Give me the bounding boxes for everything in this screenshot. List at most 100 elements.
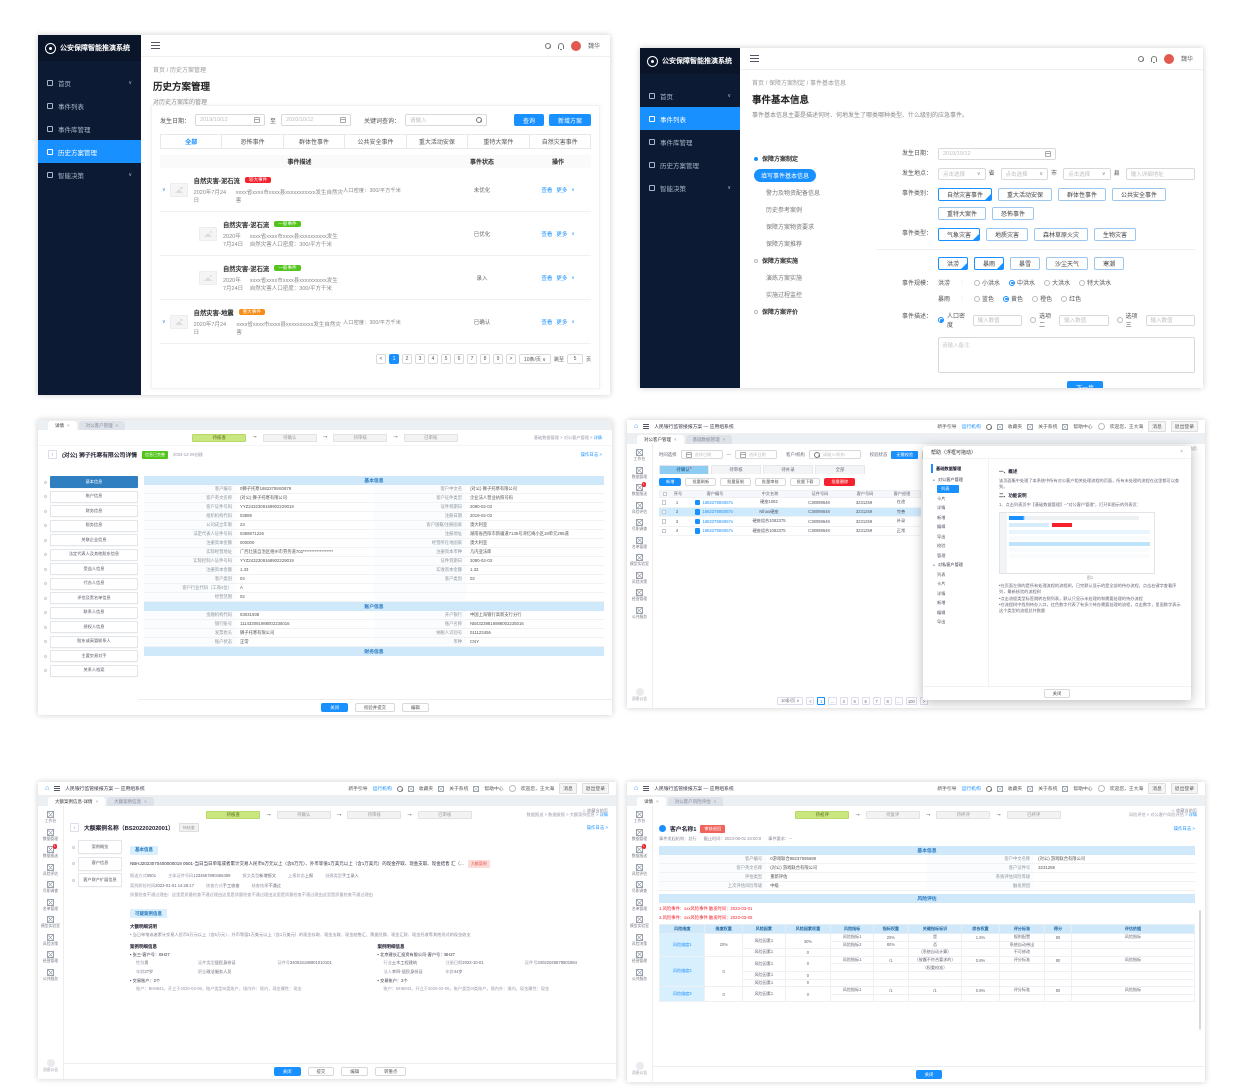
- footer-button[interactable]: 编辑: [341, 1067, 369, 1076]
- event-row[interactable]: 自然灾害-泥石流 一般事件 2020年7月24日 xxxx省xxxx市xxxx县xxx…: [160, 256, 591, 300]
- location-select-县[interactable]: 点击选择 ∨: [1063, 168, 1111, 180]
- category-tab[interactable]: 全部: [161, 135, 223, 148]
- help-center-link[interactable]: 帮助中心: [1073, 787, 1093, 792]
- customer-id-link[interactable]: 16823759S067x: [702, 528, 733, 534]
- wizard-step[interactable]: 警力及物资配备信息: [754, 184, 870, 201]
- event-type-chip[interactable]: 森林草原火灾: [1034, 228, 1089, 241]
- filter-chip-no-check[interactable]: 无需校验: [891, 450, 919, 459]
- checkbox[interactable]: [661, 519, 667, 524]
- radio-icon[interactable]: [1116, 317, 1123, 323]
- event-row[interactable]: 自然灾害-泥石流 一般事件 2020年7月24日 xxxx省xxxx市xxxx县xxx…: [160, 212, 591, 256]
- help-nav-item[interactable]: 卡片: [931, 494, 988, 504]
- desc-option[interactable]: 选项二 输入数值: [1030, 311, 1109, 329]
- announcement-item[interactable]: 消息公告: [632, 1062, 647, 1076]
- customer-id-link[interactable]: 16823759S067x: [702, 499, 733, 505]
- page-number[interactable]: 6: [453, 354, 464, 364]
- section-nav-item[interactable]: 账户信息: [50, 490, 138, 503]
- search-icon[interactable]: [396, 785, 403, 792]
- operation-log-link[interactable]: 操作日志 >: [580, 451, 602, 457]
- event-subtype-chip[interactable]: 寒潮: [1094, 257, 1125, 270]
- footer-button[interactable]: 转重点: [375, 1067, 407, 1076]
- category-tab[interactable]: 自然灾害事件: [529, 135, 590, 148]
- module-item-2[interactable]: 数据管理: [38, 828, 63, 842]
- module-item-8[interactable]: 风险决策: [38, 933, 63, 947]
- module-item-5[interactable]: 尽职调查: [38, 881, 63, 894]
- case-nav-item[interactable]: 客户财产扩展信息: [78, 873, 122, 887]
- expand-icon[interactable]: ∨: [162, 318, 166, 325]
- help-nav-item[interactable]: 详情: [931, 504, 988, 514]
- sidebar-item-2[interactable]: 事件列表: [38, 94, 141, 117]
- wizard-step[interactable]: 实施过程监控: [754, 286, 870, 303]
- announcement-item[interactable]: 消息公告: [632, 688, 647, 702]
- jump-input[interactable]: 5: [566, 354, 583, 364]
- about-icon[interactable]: [1027, 423, 1034, 430]
- address-input[interactable]: 输入详细地址: [1125, 168, 1195, 180]
- event-row[interactable]: ∨ 自然灾害-地震 重大事件 2020年7月24日 xxxx省xxxx市xxxx县xxx…: [160, 300, 591, 344]
- messages-button[interactable]: 消息: [559, 783, 577, 794]
- desc-option[interactable]: 选项三 输入数值: [1116, 311, 1195, 329]
- table-row[interactable]: 2 16823759S067x Nihao硬座 C38098648 3231259 完善: [659, 507, 921, 517]
- wizard-step[interactable]: 演练方案实施: [754, 269, 870, 286]
- module-item-7[interactable]: 模型实验室: [627, 554, 652, 567]
- sidebar-item-5[interactable]: 智能决策 ∨: [640, 176, 740, 199]
- radio-option[interactable]: 红色: [1061, 294, 1081, 303]
- section-nav-item[interactable]: 受益人信息: [50, 563, 138, 575]
- section-nav-item[interactable]: 关联企业信息: [50, 534, 138, 546]
- table-row[interactable]: 1 16823759S067x 硬座1082 C38098648 3231259 在途: [659, 498, 921, 508]
- close-icon[interactable]: ×: [1180, 449, 1183, 455]
- logout-button[interactable]: 退出登录: [1170, 421, 1198, 432]
- welcome-user[interactable]: 欢迎您，王大海: [1109, 425, 1144, 430]
- org-select[interactable]: 运行机构: [961, 425, 981, 430]
- search-icon[interactable]: [985, 423, 992, 430]
- page-size-select[interactable]: 10条/页 ∨: [777, 697, 804, 705]
- radio-option[interactable]: 小洪水: [974, 278, 1000, 287]
- location-select-市[interactable]: 点击选择 ∨: [1000, 168, 1049, 180]
- menu-icon[interactable]: [643, 424, 650, 429]
- about-link[interactable]: 关于系统: [449, 787, 469, 792]
- location-select-省[interactable]: 点击选择 ∨: [938, 168, 986, 180]
- help-center-link[interactable]: 帮助中心: [1073, 425, 1093, 430]
- favorites-link[interactable]: 收藏夹: [1007, 787, 1023, 792]
- welcome-user[interactable]: 欢迎您，王大海: [520, 787, 555, 792]
- radio-icon[interactable]: [1061, 295, 1068, 302]
- back-button[interactable]: ‹: [70, 823, 79, 832]
- close-icon[interactable]: ×: [722, 437, 726, 442]
- help-nav-item[interactable]: 新增: [931, 513, 988, 523]
- value-input[interactable]: 输入数值: [1145, 314, 1195, 326]
- detail-link[interactable]: 详情: [593, 434, 602, 440]
- wizard-step[interactable]: 保障方案物资要求: [754, 218, 870, 235]
- checkbox[interactable]: [661, 509, 667, 514]
- module-item-4[interactable]: 风险评估: [38, 863, 63, 877]
- help-nav-item[interactable]: 卡片: [931, 580, 988, 590]
- radio-icon[interactable]: [1003, 295, 1010, 302]
- page-number[interactable]: 2: [401, 354, 412, 364]
- favorites-link[interactable]: 收藏夹: [418, 787, 434, 792]
- status-tab[interactable]: 待补录: [763, 465, 813, 474]
- org-select[interactable]: 运行机构: [961, 787, 981, 792]
- help-icon[interactable]: [473, 785, 480, 792]
- footer-button[interactable]: 校验并提交: [355, 703, 395, 712]
- section-nav-item[interactable]: 税务信息: [50, 519, 138, 532]
- chevron-down-icon[interactable]: ∨: [571, 230, 575, 236]
- chevron-down-icon[interactable]: ∨: [571, 274, 575, 280]
- page-number[interactable]: 1: [817, 697, 826, 705]
- case-nav-item[interactable]: 客户信息: [78, 856, 122, 871]
- page-number[interactable]: 9: [492, 354, 503, 364]
- event-category-chip[interactable]: 公共安全事件: [1112, 188, 1167, 201]
- module-item-10[interactable]: 公共服务: [627, 968, 652, 982]
- event-type-chip[interactable]: 地质灾害: [986, 228, 1029, 241]
- sidebar-item-1[interactable]: 首页 ∨: [38, 71, 141, 94]
- avatar[interactable]: [570, 40, 581, 51]
- checkbox[interactable]: [661, 528, 667, 533]
- section-nav-item[interactable]: 评估及黑名单信息: [50, 592, 138, 604]
- batch-button[interactable]: 新增: [659, 478, 682, 486]
- logout-button[interactable]: 退出登录: [1170, 783, 1198, 794]
- page-number[interactable]: 1: [388, 354, 399, 364]
- detail-link[interactable]: 详情: [599, 812, 608, 817]
- module-item-5[interactable]: 尽职调查: [627, 519, 652, 532]
- checkbox[interactable]: [661, 500, 667, 505]
- welcome-user[interactable]: 欢迎您，王大海: [1109, 787, 1144, 792]
- view-link[interactable]: 查看: [541, 319, 553, 326]
- collect-page-link[interactable]: ☆ 收藏当前页: [1171, 808, 1197, 813]
- about-link[interactable]: 关于系统: [1038, 787, 1058, 792]
